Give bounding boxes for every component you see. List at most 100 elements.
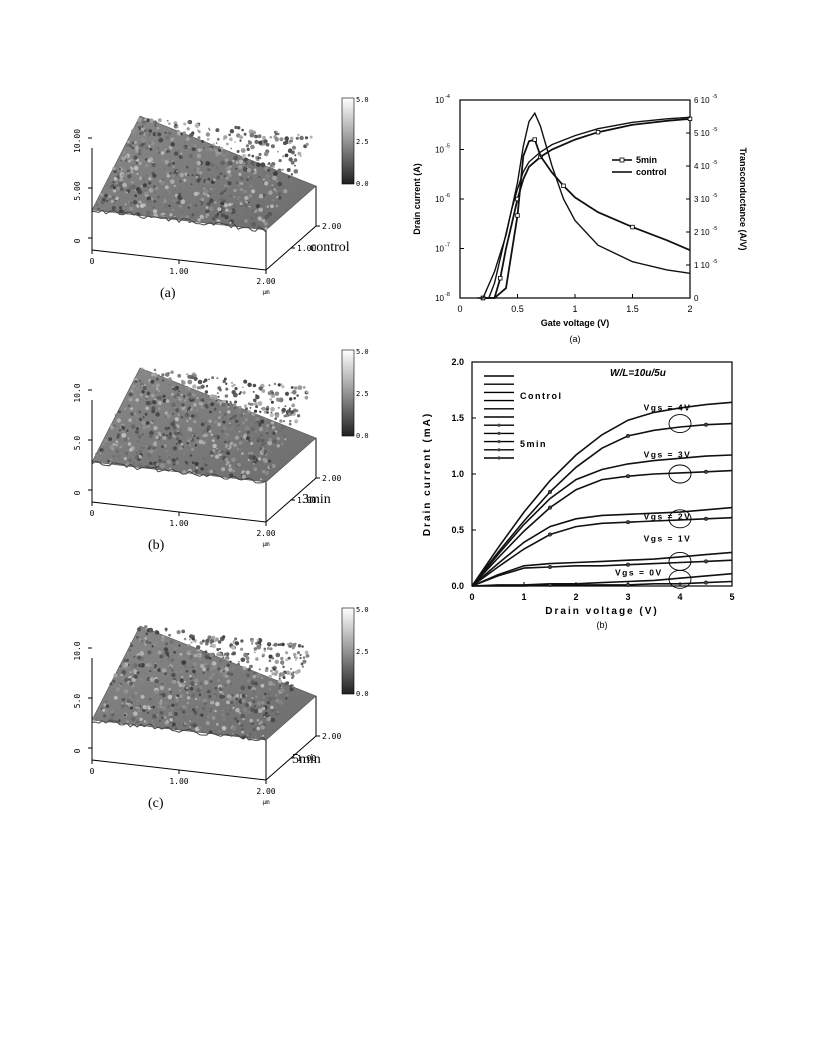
y2-tick-exponent: -5 xyxy=(712,94,717,100)
afm-z-tick-label: 10.0 xyxy=(73,383,82,402)
y-tick-label: 10 xyxy=(435,96,444,105)
x-axis-label: Drain voltage (V) xyxy=(545,606,658,617)
legend-label-control: control xyxy=(636,167,667,177)
x-tick-label: 1.5 xyxy=(626,304,639,314)
chart-caption: (b) xyxy=(597,620,608,630)
data-point-marker xyxy=(532,137,537,142)
series-5min-transconductance xyxy=(483,138,691,299)
afm-z-tick-label: 0 xyxy=(73,748,82,753)
afm-x-tick-label: 0 xyxy=(90,767,95,776)
afm-x-tick-label: 1.00 xyxy=(169,267,188,276)
afm-y-tick-label: 1.00 xyxy=(297,496,316,505)
afm-x-tick-label: 0 xyxy=(90,509,95,518)
afm-height-scale-bar xyxy=(341,97,355,185)
x-tick-label: 2 xyxy=(687,304,692,314)
data-point-marker xyxy=(547,489,553,494)
y-tick-exponent: -6 xyxy=(445,193,450,199)
data-point-marker xyxy=(703,559,709,564)
data-point-marker xyxy=(630,224,635,230)
afm-panel-caption: (c) xyxy=(148,796,164,811)
y2-tick-label: 3 10 xyxy=(694,195,710,204)
afm-condition-label: 3min xyxy=(302,492,331,507)
afm-z-tick-label: 0 xyxy=(73,490,82,495)
afm-z-tick-label: 10.00 xyxy=(73,129,82,153)
legend-marker-5min xyxy=(619,157,625,163)
y2-tick-label: 0 xyxy=(694,294,699,303)
series-5min-vgs1 xyxy=(471,559,733,587)
afm-surface-plot: 10.0 5.0 0 0 1.00 2.00 µm 1.00 2.00 5.0 nm 2.5 nm 0… xyxy=(73,348,370,548)
data-point-marker xyxy=(625,474,631,479)
afm-scale-label: 5.0 nm xyxy=(356,606,370,614)
y-tick-label: 10 xyxy=(435,146,444,155)
series-5min-vgs2 xyxy=(471,516,733,587)
vgs-annotation: Vgs = 1V xyxy=(644,534,692,544)
vgs-annotation: Vgs = 4V xyxy=(644,403,692,413)
series-5min-vgs4 xyxy=(471,422,733,587)
series-5min-drain_current xyxy=(483,117,691,299)
afm-scale-label: 2.5 nm xyxy=(356,648,370,656)
data-point-marker xyxy=(625,582,631,587)
afm-x-tick-label: 1.00 xyxy=(169,777,188,786)
series-Control-vgs0 xyxy=(471,572,733,587)
afm-scale-label: 5.0 nm xyxy=(356,96,370,104)
legend-label-5min: 5min xyxy=(636,155,657,165)
afm-x-unit: µm xyxy=(262,799,270,806)
x-tick-label: 4 xyxy=(677,592,682,602)
afm-surface-texture xyxy=(95,367,309,481)
data-point-marker xyxy=(703,469,709,474)
data-point-marker xyxy=(547,505,553,510)
afm-surface-plot: 10.00 5.00 0 0 1.00 2.00 µm 1.00 2.00 5.0 nm 2.5 n… xyxy=(73,96,370,296)
y-tick-label: 10 xyxy=(435,245,444,254)
data-point-marker xyxy=(625,520,631,525)
data-point-marker xyxy=(703,422,709,427)
afm-y-tick-label: 1.00 xyxy=(297,244,316,253)
data-point-marker xyxy=(625,562,631,567)
legend-marker xyxy=(497,456,501,460)
afm-y-tick-label: 2.00 xyxy=(322,732,341,741)
series-control-drain_current xyxy=(483,116,691,299)
data-point-marker xyxy=(547,582,553,587)
x-tick-label: 0 xyxy=(457,304,462,314)
output-chart: 0 1 2 3 4 5 0.0 0.5 1.0 1.5 2.0 Drain voltage (V) Dr… xyxy=(422,357,735,630)
legend-label-5min: 5min xyxy=(520,439,547,449)
afm-condition-label: control xyxy=(310,240,350,255)
series-control-transconductance xyxy=(477,111,691,299)
afm-surface-plot: 10.0 5.0 0 0 1.00 2.00 µm 1.00 2.00 5.0 nm 2.5 nm 0… xyxy=(73,606,370,806)
y-tick-label: 0.0 xyxy=(451,581,464,591)
chart-caption: (a) xyxy=(570,334,581,344)
y-tick-label: 1.5 xyxy=(451,413,464,423)
legend-marker xyxy=(497,448,501,452)
afm-y-tick-label: 2.00 xyxy=(322,474,341,483)
afm-panel-caption: (a) xyxy=(160,286,176,301)
y-tick-exponent: -5 xyxy=(445,144,450,150)
plot-frame xyxy=(459,99,691,299)
afm-scale-label: 0.0 nm xyxy=(356,432,370,440)
legend-label-control: Control xyxy=(520,391,563,401)
afm-front-edge xyxy=(91,720,267,742)
y2-tick-exponent: -5 xyxy=(712,193,717,199)
afm-front-edge xyxy=(91,460,267,484)
transfer-chart: 0 0.5 1 1.5 210-810-710-610-510 -401 10 -52 10… xyxy=(412,94,748,344)
afm-condition-label: 5min xyxy=(292,752,321,767)
data-point-marker xyxy=(561,183,566,188)
afm-x-tick-label: 2.00 xyxy=(256,529,275,538)
y-tick-exponent: -7 xyxy=(445,243,450,249)
series-5min-vgs0 xyxy=(472,580,733,587)
x-tick-label: 5 xyxy=(729,592,734,602)
y2-tick-label: 4 10 xyxy=(694,162,710,171)
afm-x-tick-label: 2.00 xyxy=(256,277,275,286)
afm-scale-label: 0.0 nm xyxy=(356,180,370,188)
y-tick-label: 10 xyxy=(435,195,444,204)
afm-z-tick-label: 5.00 xyxy=(73,181,82,200)
y-tick-label: 10 xyxy=(435,294,444,303)
y2-tick-label: 1 10 xyxy=(694,261,710,270)
y-tick-label: 0.5 xyxy=(451,525,464,535)
x-tick-label: 3 xyxy=(625,592,630,602)
afm-y-tick-label: 2.00 xyxy=(322,222,341,231)
y-axis-label: Drain current (mA) xyxy=(422,412,433,536)
x-tick-label: 2 xyxy=(573,592,578,602)
y-axis-label: Drain current (A) xyxy=(412,163,422,235)
data-point-marker xyxy=(547,532,553,537)
vgs-annotation: Vgs = 2V xyxy=(644,511,692,521)
legend-marker xyxy=(497,423,501,427)
